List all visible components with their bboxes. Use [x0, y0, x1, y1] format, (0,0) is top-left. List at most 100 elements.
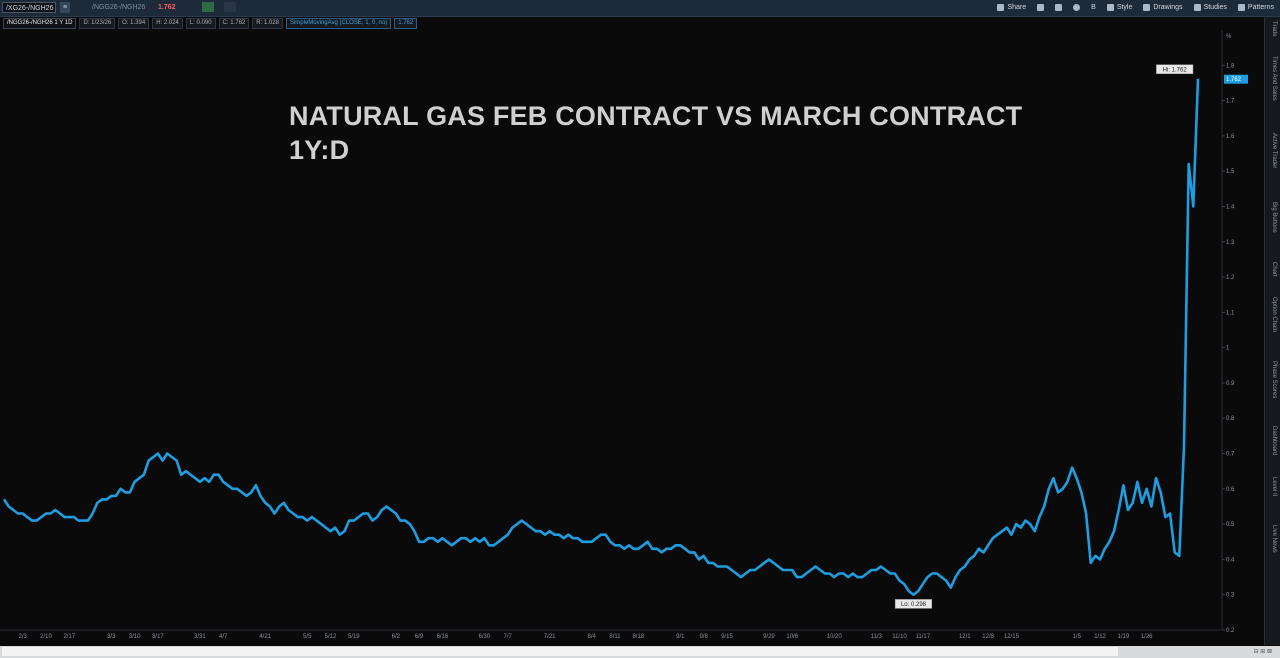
symbol-input[interactable]: /XG26-/NGH26 — [2, 2, 56, 13]
x-tick-label: 8/4 — [588, 634, 597, 640]
chart-title-line2: 1Y:D — [289, 135, 350, 165]
side-tab[interactable]: Chart — [1271, 261, 1277, 277]
x-tick-label: 2/10 — [40, 634, 52, 640]
last-value-label: 1.762 — [1226, 77, 1242, 83]
layout-button[interactable] — [1037, 2, 1045, 13]
annotation-flag — [1156, 64, 1194, 74]
side-tabs: Trade Times And Sales Active Trader Big But… — [1264, 17, 1280, 645]
drawings-button[interactable]: Drawings — [1143, 2, 1183, 13]
annotations: Hi: 1.762 Lo: 0.298 1.762 — [894, 64, 1248, 609]
x-axis: 2/3 2/10 2/17 3/3 3/10 3/17 3/31 4/7 4/21 5/5 5/12… — [18, 634, 1153, 640]
share-icon — [997, 4, 1005, 11]
top-toolbar: /XG26-/NGH26 ≡ /NGG26-/NGH26 1.762 Share… — [0, 0, 1280, 17]
x-tick-label: 6/30 — [479, 634, 491, 640]
studies-button[interactable]: Studies — [1193, 2, 1227, 13]
y-tick-label: 1.7 — [1226, 99, 1235, 105]
x-tick-label: 11/10 — [892, 634, 907, 640]
date-value: D: 1/23/26 — [79, 17, 116, 29]
x-tick-label: 2/3 — [18, 634, 27, 640]
y-tick-label: 1 — [1226, 346, 1230, 352]
x-tick-label: 3/3 — [107, 634, 116, 640]
x-tick-label: 5/19 — [348, 634, 360, 640]
y-axis: 0.2 0.3 0.4 0.5 0.6 0.7 0.8 0.9 1 1.1 1.2 1.3 1.4 1.5… — [1222, 34, 1235, 634]
style-icon — [1106, 4, 1114, 11]
share-button[interactable]: Share — [997, 2, 1026, 13]
y-tick-label: 0.3 — [1226, 593, 1235, 599]
patterns-button[interactable]: Patterns — [1237, 2, 1274, 13]
y-tick-label: 0.6 — [1226, 487, 1235, 493]
chart-symbol-label[interactable]: /NGG26-/NGH26 1 Y 1D — [3, 17, 77, 29]
annotation-label: Lo: 0.298 — [901, 602, 927, 608]
x-tick-label: 9/8 — [699, 634, 708, 640]
flask-icon — [1193, 4, 1201, 11]
chart-title-line1: NATURAL GAS FEB CONTRACT VS MARCH CONTRA… — [289, 101, 1023, 131]
y-tick-label: 1.8 — [1226, 63, 1235, 69]
symbol-description: /NGG26-/NGH26 — [92, 4, 146, 11]
y-tick-label: 1.3 — [1226, 240, 1235, 246]
x-tick-label: 12/8 — [982, 634, 994, 640]
x-tick-label: 1/19 — [1118, 634, 1130, 640]
alerts-button[interactable] — [1055, 2, 1063, 13]
x-tick-label: 7/21 — [544, 634, 556, 640]
side-tab[interactable]: Live News — [1271, 525, 1277, 553]
link-icon[interactable] — [224, 2, 236, 12]
side-tab[interactable]: Option Chain — [1271, 296, 1277, 332]
chart-title: NATURAL GAS FEB CONTRACT VS MARCH CONTRA… — [289, 99, 1022, 167]
close-value: C: 1.762 — [218, 17, 250, 29]
style-button[interactable]: Style — [1106, 2, 1132, 13]
side-tab[interactable]: Big Buttons — [1271, 201, 1277, 233]
x-tick-label: 2/17 — [63, 634, 75, 640]
x-tick-label: 10/20 — [827, 634, 843, 640]
scrollbar-track[interactable] — [2, 647, 1118, 656]
patterns-icon — [1237, 4, 1245, 11]
x-tick-label: 1/12 — [1094, 634, 1106, 640]
y-tick-label: 0.9 — [1226, 381, 1235, 387]
settings-button[interactable] — [1073, 2, 1081, 13]
y-tick-label: 0.4 — [1226, 557, 1235, 563]
x-tick-label: 12/1 — [959, 634, 971, 640]
side-tab[interactable]: Phase Scores — [1271, 361, 1277, 399]
side-tab[interactable]: Active Trader — [1271, 133, 1277, 169]
x-tick-label: 6/9 — [415, 634, 424, 640]
x-tick-label: 6/16 — [437, 634, 449, 640]
annotation-label: Hi: 1.762 — [1163, 67, 1188, 73]
x-tick-label: 4/7 — [219, 634, 228, 640]
quote-chart-icon[interactable] — [202, 2, 214, 12]
x-tick-label: 12/15 — [1004, 634, 1020, 640]
y-tick-label: 1.5 — [1226, 169, 1235, 175]
plot-background — [0, 30, 1264, 630]
annotation-flag — [894, 599, 933, 609]
high-value: H: 2.024 — [152, 17, 183, 29]
toolbar-actions: Share B Style Drawings Studies Patterns — [997, 2, 1274, 13]
y-tick-label: 1.6 — [1226, 134, 1235, 140]
price-chart[interactable]: 0.2 0.3 0.4 0.5 0.6 0.7 0.8 0.9 1 1.1 1.2 1.3 1.4 1.5… — [0, 0, 1264, 646]
x-tick-label: 10/6 — [786, 634, 798, 640]
x-tick-label: 1/5 — [1073, 634, 1082, 640]
pencil-icon — [1143, 4, 1151, 11]
study-label[interactable]: SimpleMovingAvg (CLOSE, 1, 0, no) — [285, 17, 392, 29]
bottom-scrollbar[interactable]: ⊟ ⊞ ⊠ — [0, 646, 1280, 658]
layout-icon — [1037, 4, 1045, 11]
last-value-marker — [1224, 74, 1248, 84]
symbol-menu-button[interactable]: ≡ — [60, 2, 70, 13]
zoom-controls[interactable]: ⊟ ⊞ ⊠ — [1253, 649, 1272, 655]
x-tick-label: 9/15 — [721, 634, 733, 640]
y-tick-label: 0.8 — [1226, 416, 1235, 422]
drawing-set-button[interactable]: B — [1091, 4, 1096, 11]
x-tick-label: 3/17 — [152, 634, 164, 640]
x-tick-label: 5/12 — [325, 634, 337, 640]
chart-info-row: /NGG26-/NGH26 1 Y 1D D: 1/23/26 O: 1.394… — [0, 17, 1230, 29]
side-tab[interactable]: Dashboard — [1271, 425, 1277, 455]
bell-icon — [1055, 4, 1063, 11]
x-tick-label: 4/21 — [259, 634, 271, 640]
side-tab[interactable]: Trade — [1271, 21, 1277, 37]
series-line — [2, 78, 1200, 596]
y-axis-unit: % — [1226, 34, 1232, 40]
x-tick-label: 5/5 — [303, 634, 312, 640]
y-tick-label: 0.2 — [1226, 628, 1235, 634]
side-tab[interactable]: Level II — [1271, 477, 1277, 497]
low-value: L: 0.090 — [185, 17, 216, 29]
side-tab[interactable]: Times And Sales — [1271, 56, 1277, 101]
x-tick-label: 6/2 — [392, 634, 401, 640]
